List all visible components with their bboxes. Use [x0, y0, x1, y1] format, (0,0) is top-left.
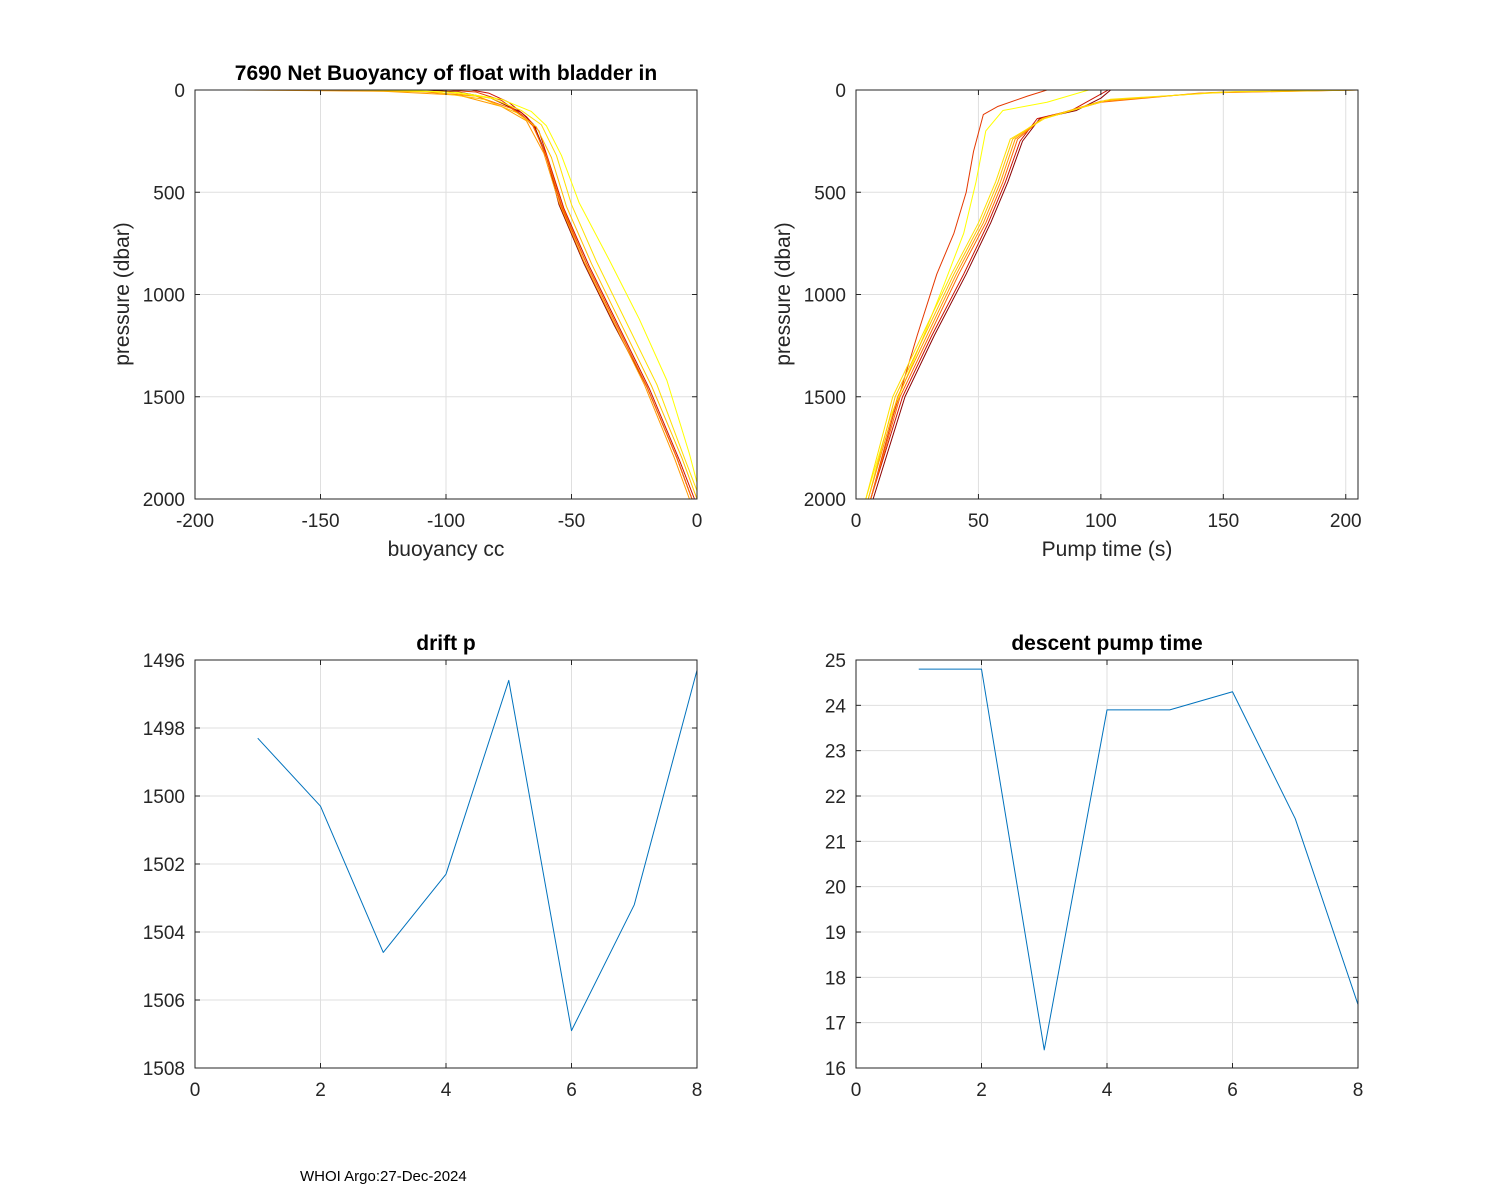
descent-pump-time-y-tick-label: 21	[825, 832, 846, 853]
descent-pump-time-series-group	[918, 668, 1358, 1051]
pump-time-x-axis-label: Pump time (s)	[1042, 538, 1173, 561]
pump-time-y-tick-label: 0	[835, 81, 846, 102]
pump-time-y-axis-label: pressure (dbar)	[772, 222, 795, 366]
drift-pressure-x-tick-label: 6	[566, 1080, 577, 1101]
drift-pressure-y-tick-label: 1508	[143, 1059, 185, 1080]
pump-time-y-tick-label: 1000	[804, 286, 846, 307]
descent-pump-time-x-tick-label: 0	[851, 1080, 862, 1101]
descent-pump-time-y-tick-label: 22	[825, 787, 846, 808]
drift-pressure-y-tick-label: 1500	[143, 787, 185, 808]
pump-time-x-tick-label: 200	[1330, 511, 1362, 532]
descent-pump-time-y-tick-label: 17	[825, 1014, 846, 1035]
pump-time-x-tick-label: 0	[851, 511, 862, 532]
buoyancy-y-tick-label: 1000	[143, 286, 185, 307]
buoyancy-x-axis-label: buoyancy cc	[388, 538, 505, 561]
drift-pressure-y-tick-label: 1502	[143, 855, 185, 876]
buoyancy-x-tick-label: -200	[176, 511, 214, 532]
buoyancy-plot-title: 7690 Net Buoyancy of float with bladder …	[235, 62, 657, 85]
pump-time-plot: Pump time (s) pressure (dbar) 0 50 100 150 2…	[772, 81, 1362, 561]
pump-time-x-tick-label: 50	[968, 511, 989, 532]
drift-pressure-x-tick-label: 2	[315, 1080, 326, 1101]
drift-pressure-series-line-1	[257, 670, 697, 1032]
buoyancy-series-line-8	[395, 90, 697, 483]
pump-time-y-tick-label: 500	[814, 183, 846, 204]
descent-pump-time-series-line-1	[918, 668, 1358, 1051]
buoyancy-x-tick-label: -100	[427, 511, 465, 532]
drift-pressure-y-tick-label: 1496	[143, 651, 185, 672]
descent-pump-time-x-tick-label: 8	[1353, 1080, 1364, 1101]
buoyancy-y-tick-label: 500	[153, 183, 185, 204]
pump-time-series-group	[865, 90, 1358, 499]
pump-time-series-line-5	[870, 90, 1358, 499]
descent-pump-time-x-tick-label: 4	[1102, 1080, 1113, 1101]
buoyancy-y-tick-label: 0	[174, 81, 185, 102]
buoyancy-x-tick-label: -50	[558, 511, 585, 532]
pump-time-y-tick-label: 2000	[804, 490, 846, 511]
drift-pressure-y-tick-label: 1506	[143, 991, 185, 1012]
drift-pressure-y-tick-label: 1504	[143, 923, 186, 944]
pump-time-x-tick-label: 100	[1085, 511, 1117, 532]
buoyancy-x-tick-label: -150	[301, 511, 339, 532]
drift-pressure-x-tick-label: 4	[441, 1080, 452, 1101]
buoyancy-series-line-6	[345, 90, 697, 499]
buoyancy-series-line-7	[370, 90, 697, 491]
descent-pump-time-y-tick-label: 16	[825, 1059, 846, 1080]
descent-pump-time-plot-title: descent pump time	[1011, 632, 1202, 655]
buoyancy-y-tick-label: 2000	[143, 490, 185, 511]
descent-pump-time-y-tick-label: 19	[825, 923, 846, 944]
descent-pump-time-y-tick-label: 18	[825, 968, 846, 989]
drift-pressure-plot-title: drift p	[416, 632, 475, 655]
pump-time-series-line-4	[870, 90, 1109, 499]
pump-time-x-tick-label: 150	[1207, 511, 1239, 532]
footer-label: WHOI Argo:27-Dec-2024	[300, 1168, 467, 1185]
drift-pressure-y-tick-label: 1498	[143, 719, 185, 740]
drift-pressure-x-tick-label: 0	[190, 1080, 201, 1101]
drift-pressure-plot: drift p 0 2 4 6 8 1496 1498 1500 1502 1504 1506 150…	[143, 632, 703, 1101]
buoyancy-plot: 7690 Net Buoyancy of float with bladder …	[111, 62, 702, 561]
descent-pump-time-y-tick-label: 23	[825, 742, 846, 763]
descent-pump-time-y-tick-label: 20	[825, 878, 846, 899]
drift-pressure-series-group	[257, 670, 697, 1032]
pump-time-series-line-8	[865, 90, 1358, 499]
drift-pressure-x-tick-label: 8	[692, 1080, 703, 1101]
descent-pump-time-y-tick-label: 25	[825, 651, 846, 672]
descent-pump-time-plot: descent pump time 0 2 4 6 816171819202122232…	[825, 632, 1363, 1101]
descent-pump-time-x-tick-label: 2	[976, 1080, 987, 1101]
pump-time-y-tick-label: 1500	[804, 388, 846, 409]
descent-pump-time-x-tick-label: 6	[1227, 1080, 1238, 1101]
buoyancy-y-tick-label: 1500	[143, 388, 185, 409]
buoyancy-y-axis-label: pressure (dbar)	[111, 222, 134, 366]
buoyancy-x-tick-label: 0	[692, 511, 703, 532]
descent-pump-time-y-tick-label: 24	[825, 696, 847, 717]
